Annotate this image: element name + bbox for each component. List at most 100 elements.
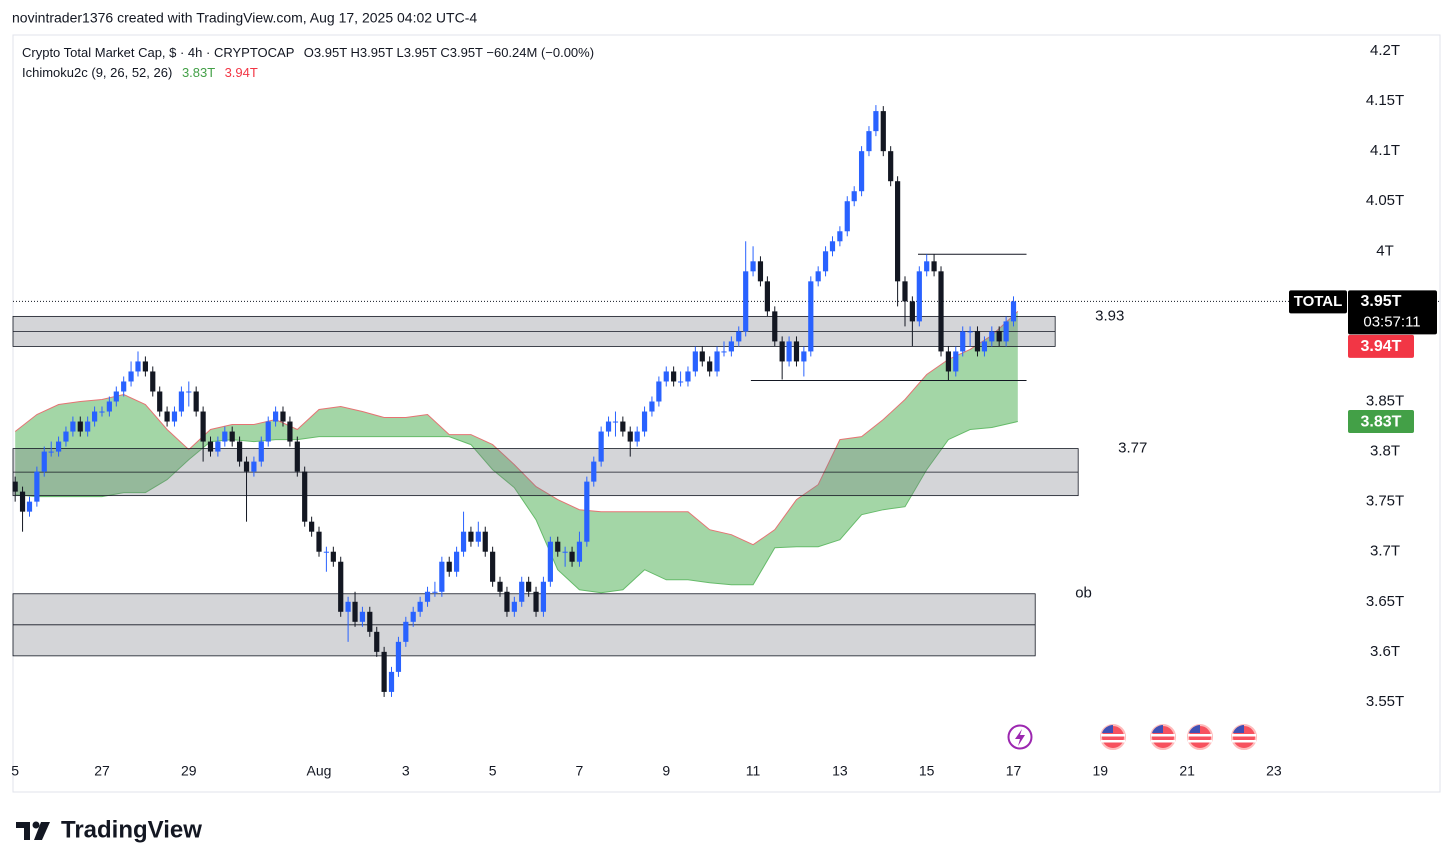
candle-body: [945, 351, 951, 372]
candle-body: [460, 531, 467, 552]
candle-body: [410, 611, 416, 622]
candle-body: [699, 351, 705, 362]
candle-body: [916, 271, 922, 322]
footer-logo: TradingView: [16, 816, 202, 843]
candle-body: [801, 351, 807, 362]
candle-body: [576, 541, 583, 562]
candle-body: [526, 581, 532, 592]
candle-body: [663, 371, 669, 382]
countdown: 03:57:11: [1363, 313, 1420, 330]
candle-body: [309, 521, 315, 532]
candle-body: [77, 421, 83, 432]
candle-body: [960, 331, 966, 352]
candle-body: [634, 431, 640, 442]
indicator-badge-label: 3.94T: [1361, 338, 1402, 355]
y-tick-label: 4.2T: [1370, 42, 1400, 59]
candle-body: [432, 591, 438, 593]
candle-body: [641, 411, 648, 432]
y-tick-label: 3.85T: [1366, 392, 1404, 409]
candle-body: [540, 581, 547, 612]
candle-body: [996, 331, 1002, 342]
symbol-label: TOTAL: [1294, 293, 1343, 310]
candle-body: [967, 331, 973, 333]
x-tick-label: 27: [94, 763, 110, 779]
candle-body: [837, 231, 843, 242]
x-tick-label: 29: [181, 763, 197, 779]
cloud-upper-line: [14, 311, 1019, 546]
indicator-badge: [1348, 334, 1414, 358]
candle-body: [403, 621, 409, 642]
candle-body: [352, 601, 358, 622]
candle-body: [627, 431, 633, 442]
candle-body: [215, 441, 221, 452]
candle-body: [345, 601, 351, 612]
candle-body: [772, 311, 778, 342]
candle-body: [302, 471, 308, 522]
candle-body: [99, 411, 105, 413]
candle-body: [63, 431, 69, 442]
symbol-title: Crypto Total Market Cap, $ · 4h · CRYPTO…: [22, 45, 294, 60]
candle-body: [287, 421, 293, 442]
x-tick-label: 11: [746, 763, 761, 779]
x-tick-label: 3: [402, 763, 410, 779]
candle-body: [844, 201, 850, 232]
zone-label: 3.77: [1118, 440, 1147, 457]
candle-body: [707, 361, 713, 372]
candle-body: [873, 111, 879, 132]
flag-icon[interactable]: [1100, 724, 1126, 750]
candle-body: [909, 301, 915, 322]
y-tick-label: 3.65T: [1366, 593, 1404, 610]
candle-body: [178, 391, 185, 412]
flag-icon[interactable]: [1150, 724, 1176, 750]
candle-body: [193, 391, 199, 412]
candle-body: [468, 531, 474, 542]
candle-body: [1003, 321, 1009, 342]
y-tick-label: 3.6T: [1370, 643, 1400, 660]
candle-body: [265, 421, 271, 442]
candle-body: [981, 341, 988, 352]
candle-body: [395, 641, 402, 672]
candle-body: [569, 551, 575, 562]
candle-body: [822, 251, 829, 272]
y-tick-label: 4T: [1376, 242, 1394, 259]
x-tick-label: 23: [1266, 763, 1282, 779]
flag-icon[interactable]: [1187, 724, 1213, 750]
symbol-badge: [1289, 290, 1347, 314]
candle-body: [475, 531, 481, 542]
candle-body: [555, 541, 561, 552]
indicator-value: 3.83T: [182, 65, 215, 80]
candle-body: [439, 561, 445, 592]
x-tick-label: 5: [489, 763, 497, 779]
candle-body: [902, 281, 908, 302]
y-tick-label: 4.15T: [1366, 92, 1404, 109]
y-tick-label: 4.1T: [1370, 142, 1400, 159]
candle-body: [446, 561, 452, 572]
cloud-lower-line: [15, 421, 1018, 594]
candle-body: [142, 361, 148, 372]
candle-body: [815, 271, 821, 282]
candle-body: [497, 581, 503, 592]
candle-body: [808, 281, 814, 352]
candle-body: [895, 181, 901, 282]
candle-body: [388, 671, 395, 692]
candle-body: [207, 441, 214, 452]
candle-body: [164, 411, 170, 422]
candle-body: [757, 261, 764, 282]
candle-body: [866, 131, 872, 152]
chart-frame: [12, 34, 1441, 793]
candle-body: [150, 371, 156, 392]
candle-body: [482, 531, 488, 552]
indicator-value: 3.94T: [225, 65, 258, 80]
last-price-label: 3.95T: [1361, 293, 1402, 310]
candle-body: [70, 421, 76, 432]
legend-line: Crypto Total Market Cap, $ · 4h · CRYPTO…: [22, 45, 594, 60]
x-tick-label: 5: [11, 763, 19, 779]
candle-body: [121, 381, 127, 392]
candle-body: [938, 271, 944, 352]
flag-icon[interactable]: [1231, 724, 1257, 750]
candle-body: [953, 351, 959, 372]
footer-brand: TradingView: [61, 816, 202, 843]
indicator-name: Ichimoku2c (9, 26, 52, 26): [22, 65, 172, 80]
x-tick-label: 19: [1093, 763, 1109, 779]
